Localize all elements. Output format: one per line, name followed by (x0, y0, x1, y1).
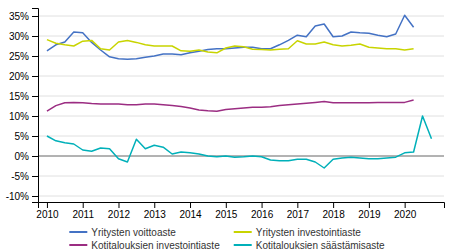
x-tick-label: 2014 (179, 209, 202, 220)
y-tick: 20% (9, 71, 38, 82)
y-tick-label: 25% (9, 51, 29, 62)
grid-line (38, 76, 444, 77)
line (47, 15, 414, 59)
x-tick-label: 2015 (215, 209, 238, 220)
y-tick-label: 10% (9, 111, 29, 122)
x-tick-mark (333, 202, 334, 208)
y-tick: 30% (9, 31, 38, 42)
y-tick-mark (32, 56, 38, 57)
x-axis-line (39, 203, 445, 209)
x-tick: 2011 (72, 202, 94, 220)
grid-line (38, 116, 444, 117)
y-tick: 35% (9, 11, 38, 22)
y-tick-label: 30% (9, 31, 29, 42)
x-tick-mark (405, 202, 406, 208)
chart: 2010 2011 2012 2013 2014 2015 2016 2017 2018 2019… (0, 0, 454, 252)
x-tick: 2019 (358, 202, 381, 220)
grid-line (38, 56, 444, 57)
y-tick-mark (32, 156, 38, 157)
legend-swatch (234, 231, 252, 233)
legend-item: Kotitalouksien investointiaste (69, 240, 220, 251)
x-tick: 2010 (36, 202, 59, 220)
y-tick-label: -5% (11, 171, 29, 182)
y-tick-label: 35% (9, 11, 29, 22)
grid (38, 16, 444, 196)
x-tick-mark (83, 202, 84, 208)
x-tick-label: 2010 (36, 209, 59, 220)
grid-line (38, 176, 444, 177)
grid-line (38, 16, 444, 17)
y-tick-label: 15% (9, 91, 29, 102)
y-axis-line (32, 9, 39, 203)
x-tick-label: 2011 (72, 209, 94, 220)
legend-item: Kotitalouksien säästämisaste (234, 240, 385, 251)
y-tick: -10% (6, 191, 38, 202)
x-tick-mark (118, 202, 119, 208)
y-tick-label: -10% (6, 191, 29, 202)
y-tick: -5% (11, 171, 38, 182)
legend-label: Yritysten investointiaste (256, 227, 361, 238)
line (47, 100, 414, 111)
x-tick: 2014 (179, 202, 202, 220)
x-tick-label: 2016 (251, 209, 274, 220)
x-tick-label: 2013 (144, 209, 167, 220)
y-tick: 15% (9, 91, 38, 102)
y-tick: 5% (15, 131, 38, 142)
y-tick-mark (32, 96, 38, 97)
x-tick: 2015 (215, 202, 238, 220)
y-tick: 25% (9, 51, 38, 62)
x-tick-mark (47, 202, 48, 208)
y-tick-label: 20% (9, 71, 29, 82)
y-axis: -10% -5% 0% 5% 10% 15% 20% 25% 30% 35% (6, 9, 39, 203)
line (47, 40, 414, 53)
y-tick-mark (32, 116, 38, 117)
legend-swatch (69, 244, 87, 246)
x-tick-label: 2018 (322, 209, 345, 220)
y-tick: 0% (15, 151, 38, 162)
legend-item: Yritysten voittoaste (69, 227, 176, 238)
y-tick-mark (32, 16, 38, 17)
legend: Yritysten voittoaste Kotitalouksien inves… (69, 227, 385, 251)
y-tick-label: 5% (15, 131, 30, 142)
chart-svg: 2010 2011 2012 2013 2014 2015 2016 2017 2018 2019… (0, 0, 454, 252)
x-tick-mark (369, 202, 370, 208)
x-tick-mark (297, 202, 298, 208)
y-tick-mark (32, 176, 38, 177)
y-tick-mark (32, 76, 38, 77)
x-tick-label: 2012 (108, 209, 131, 220)
x-tick-mark (154, 202, 155, 208)
y-tick: 10% (9, 111, 38, 122)
x-tick: 2013 (144, 202, 167, 220)
x-tick-label: 2020 (394, 209, 417, 220)
x-tick: 2018 (322, 202, 345, 220)
y-tick-label: 0% (15, 151, 30, 162)
grid-line (38, 96, 444, 97)
legend-swatch (234, 244, 252, 246)
legend-label: Yritysten voittoaste (91, 227, 176, 238)
x-tick: 2012 (108, 202, 131, 220)
x-tick-label: 2019 (358, 209, 381, 220)
y-tick-mark (32, 136, 38, 137)
legend-item: Yritysten investointiaste (234, 227, 361, 238)
x-tick-label: 2017 (287, 209, 310, 220)
y-tick-mark (32, 196, 38, 197)
legend-label: Kotitalouksien investointiaste (91, 240, 220, 251)
x-tick-mark (226, 202, 227, 208)
y-tick-mark (32, 36, 38, 37)
line (47, 116, 432, 168)
x-tick: 2016 (251, 202, 274, 220)
x-tick: 2017 (287, 202, 310, 220)
x-tick-mark (262, 202, 263, 208)
x-axis: 2010 2011 2012 2013 2014 2015 2016 2017 2018 2019… (36, 202, 444, 220)
legend-swatch (69, 231, 87, 233)
plot-area (47, 15, 432, 168)
legend-label: Kotitalouksien säästämisaste (256, 240, 385, 251)
grid-line (38, 136, 444, 137)
x-tick-mark (190, 202, 191, 208)
x-tick: 2020 (394, 202, 417, 220)
grid-line (38, 196, 444, 197)
